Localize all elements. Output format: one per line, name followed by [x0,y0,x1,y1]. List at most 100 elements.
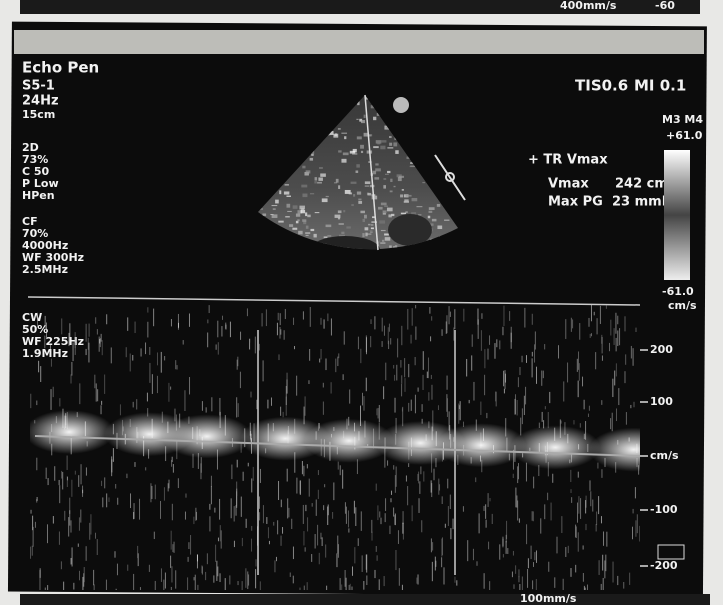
speckle [300,209,306,214]
scale-label: 100 [650,395,673,408]
speckle [391,213,395,217]
speckle [305,212,308,217]
speckle [338,150,342,153]
speckle [305,232,311,235]
speckle [366,233,372,235]
speckle [279,190,282,195]
speckle [377,140,381,145]
mode-setting: 70% [22,227,48,240]
spectral-envelope [510,425,601,470]
speckle [342,152,349,156]
speckle [409,165,415,168]
speckle [356,191,362,195]
speckle [341,158,347,163]
speckle [310,228,315,232]
mode-setting: 2.5MHz [22,263,68,276]
speckle [382,210,388,214]
speckle [309,157,314,161]
speckle [338,223,344,225]
caliper-dot [445,172,455,182]
speckle [286,195,291,197]
preset: Echo Pen [22,59,99,77]
speckle [405,211,408,213]
speckle [375,163,379,166]
speckle [387,170,391,174]
speckle [283,191,290,195]
measurement-label: Max PG [548,195,603,210]
baseline [34,435,641,457]
sweep-speed: 100mm/s [520,592,577,605]
speckle [314,181,317,184]
speckle [278,220,284,223]
speckle [375,168,381,172]
speckle [364,181,371,185]
speckle [271,205,278,207]
speckle [360,150,364,154]
speckle [302,219,307,222]
speckle [380,202,387,206]
speckle [393,245,397,249]
speckle [406,156,411,159]
mode-setting: WF 300Hz [22,251,84,264]
speckle [272,208,276,210]
mode-setting: C 50 [22,165,50,178]
speckle [359,118,363,122]
scale-label: cm/s [650,449,679,462]
speckle [397,177,402,182]
scale-label: 200 [650,343,673,356]
doppler-scale: 200 100 cm/s -100 -200 [640,343,679,572]
spectral-envelope [161,414,252,459]
speckle [386,207,393,212]
speckle [297,210,303,214]
speckle [313,233,317,238]
speckle [388,214,392,218]
speckle [379,220,386,224]
speckle [380,145,386,150]
speckle [380,242,386,244]
speckle [343,210,346,213]
speckle [310,193,315,195]
speckle [320,173,326,177]
speckle [275,199,279,204]
top-scale: -60 [655,0,675,12]
spectral-envelope [303,418,394,463]
speckle [390,178,393,183]
speckle [337,210,342,214]
speckle [321,198,328,203]
speckle [369,229,373,232]
top-strip [20,0,700,14]
speckle [334,182,338,184]
speckle [337,127,341,130]
speckle [365,97,370,99]
speckle [352,148,357,153]
speckle [401,189,404,191]
speckle [360,144,364,149]
header-bar [14,30,704,54]
speckle [428,207,435,210]
speckle [358,201,363,204]
speckle [372,216,375,219]
speckle [311,154,314,156]
speckle [371,221,377,223]
speckle [404,199,409,202]
bottom-strip [20,594,710,605]
mode-setting: CF [22,215,38,228]
speckle [363,132,369,137]
speckle [444,219,450,221]
speckle [292,205,298,209]
speckle [384,237,391,241]
speckle [271,214,278,218]
speckle [389,245,392,248]
speckle [338,185,341,189]
color-bar-unit: cm/s [668,299,697,312]
speckle [344,136,347,140]
speckle [405,194,412,197]
speckle [364,185,370,187]
speckle [325,224,332,228]
speckle [344,189,351,194]
speckle [297,219,300,222]
speckle [319,167,323,169]
speckle [302,165,306,169]
speckle [371,195,378,200]
